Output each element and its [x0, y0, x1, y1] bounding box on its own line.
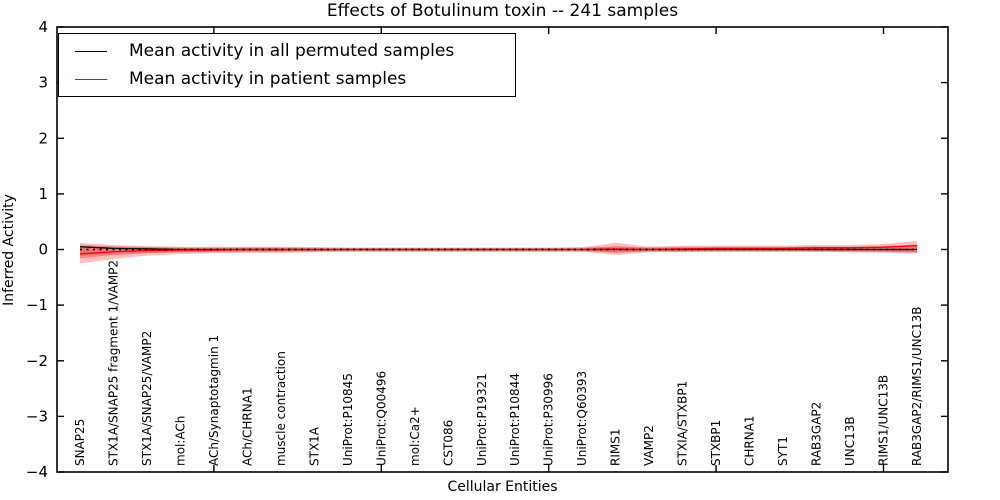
x-tick-label: ACh/CHRNA1	[240, 387, 254, 466]
legend-item: Mean activity in patient samples	[59, 69, 515, 89]
x-tick-label: UniProt:Q00496	[374, 371, 388, 466]
y-tick-label: 4	[38, 18, 48, 36]
x-tick-label: RAB3GAP2	[810, 402, 824, 466]
x-tick-label: ACh/Synaptotagmin 1	[207, 335, 221, 466]
x-tick-label: UNC13B	[843, 416, 857, 466]
x-tick-label: RIMS1	[609, 429, 623, 466]
legend-label: Mean activity in patient samples	[129, 69, 407, 89]
y-tick-label: 0	[38, 241, 48, 259]
x-tick-label: SNAP25	[73, 419, 87, 466]
x-tick-label: UniProt:P19321	[475, 373, 489, 466]
x-tick-label: UniProt:P10844	[508, 373, 522, 466]
x-tick-label: mol:Ca2+	[408, 406, 422, 466]
x-tick-label: STXIA/STXBP1	[676, 381, 690, 466]
x-axis-label: Cellular Entities	[447, 479, 558, 495]
legend: Mean activity in all permuted samples Mea…	[58, 33, 516, 97]
x-tick-label: mol:ACh	[173, 416, 187, 466]
x-tick-label: RIMS1/UNC13B	[877, 375, 891, 466]
x-tick-label: UniProt:P30996	[542, 373, 556, 466]
x-tick-label: RAB3GAP2/RIMS1/UNC13B	[910, 306, 924, 466]
legend-line-permuted	[75, 50, 107, 52]
x-tick-label: STX1A	[307, 426, 321, 466]
y-tick-label: 1	[38, 185, 48, 203]
x-tick-label: STX1A/SNAP25 fragment 1/VAMP2	[107, 260, 121, 466]
y-tick-label: 2	[38, 129, 48, 147]
legend-label: Mean activity in all permuted samples	[129, 41, 455, 61]
x-tick-label: muscle contraction	[274, 351, 288, 466]
x-tick-label: UniProt:Q60393	[575, 371, 589, 466]
x-tick-label: STXBP1	[709, 420, 723, 466]
legend-line-patient	[75, 78, 107, 80]
patient-samples-band-outer	[80, 241, 917, 264]
legend-item: Mean activity in all permuted samples	[59, 41, 515, 61]
series-line	[79, 244, 918, 255]
y-tick-label: −1	[26, 296, 48, 314]
y-tick-label: −2	[26, 352, 48, 370]
x-tick-label: CST086	[441, 420, 455, 466]
y-tick-label: 3	[38, 74, 48, 92]
x-tick-label: CHRNA1	[743, 415, 757, 466]
x-tick-label: STX1A/SNAP25/VAMP2	[140, 331, 154, 466]
chart-title: Effects of Botulinum toxin -- 241 sample…	[326, 1, 679, 21]
x-tick-label: SYT1	[776, 436, 790, 466]
permuted-samples-band	[80, 244, 917, 257]
y-tick-label: −4	[26, 463, 48, 481]
x-tick-label: VAMP2	[642, 425, 656, 466]
x-tick-label: UniProt:P10845	[341, 373, 355, 466]
y-tick-label: −3	[26, 407, 48, 425]
